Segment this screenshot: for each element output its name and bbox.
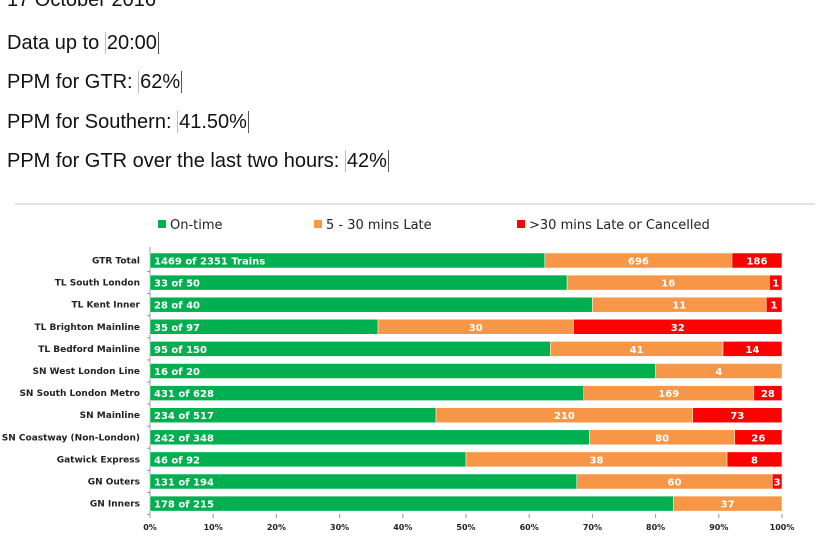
x-tick-label: 50% bbox=[456, 523, 475, 532]
data-up-to: Data up to 20:00 bbox=[7, 31, 159, 55]
category-label: GN Outers bbox=[88, 478, 140, 488]
report-date: 17 October 2016 bbox=[7, 0, 156, 11]
category-label: TL South London bbox=[55, 279, 140, 289]
data-label: 95 of 150 bbox=[154, 345, 207, 356]
bar-segment bbox=[149, 341, 551, 357]
bar-segment bbox=[573, 319, 783, 335]
data-label: 37 bbox=[721, 500, 735, 511]
data-label: 11 bbox=[672, 301, 686, 312]
data-label: 60 bbox=[668, 478, 682, 489]
bar-segment bbox=[769, 274, 783, 291]
bar-segment bbox=[655, 363, 783, 379]
bar-segment bbox=[149, 429, 590, 446]
data-label: 73 bbox=[730, 411, 744, 422]
data-label: 28 of 40 bbox=[154, 301, 200, 312]
ppm-gtr-label: PPM for GTR: bbox=[7, 71, 139, 93]
data-label: 30 bbox=[469, 323, 483, 334]
data-label: 131 of 194 bbox=[154, 478, 214, 489]
data-label: 178 of 215 bbox=[154, 500, 214, 511]
x-tick-label: 90% bbox=[709, 523, 728, 532]
data-label: 431 of 628 bbox=[154, 389, 214, 400]
category-label: GN Inners bbox=[90, 500, 140, 510]
bar-segment bbox=[731, 252, 783, 269]
ppm-southern-value: 41.50% bbox=[177, 111, 249, 133]
data-label: 33 of 50 bbox=[154, 279, 200, 290]
data-label: 16 bbox=[661, 279, 675, 290]
category-label: TL Bedford Mainline bbox=[38, 345, 140, 355]
ppm-gtr: PPM for GTR: 62% bbox=[7, 70, 183, 94]
data-label: 1469 of 2351 Trains bbox=[154, 257, 265, 268]
x-tick-label: 80% bbox=[646, 523, 665, 532]
bar-segment bbox=[734, 429, 783, 446]
data-label: 696 bbox=[628, 257, 649, 268]
x-tick-label: 30% bbox=[330, 523, 349, 532]
bar-segment bbox=[672, 495, 783, 512]
x-tick-label: 0% bbox=[143, 523, 157, 532]
bar-segment bbox=[149, 495, 674, 512]
data-label: 14 bbox=[746, 345, 760, 356]
ppm-southern-label: PPM for Southern: bbox=[7, 111, 178, 133]
category-label: SN South London Metro bbox=[19, 389, 140, 399]
data-label: 234 of 517 bbox=[154, 411, 214, 422]
bar-segment bbox=[149, 296, 593, 313]
x-tick-label: 70% bbox=[583, 523, 602, 532]
category-label: TL Brighton Mainline bbox=[35, 323, 140, 333]
category-label: GTR Total bbox=[92, 257, 140, 267]
ppm-southern: PPM for Southern: 41.50% bbox=[7, 110, 249, 134]
category-label: TL Kent Inner bbox=[72, 301, 141, 311]
category-label: SN Coastway (Non-London) bbox=[2, 433, 140, 443]
data-label: 210 bbox=[554, 411, 575, 422]
data-label: 1 bbox=[771, 301, 778, 312]
category-label: SN West London Line bbox=[33, 367, 140, 377]
data-label: 8 bbox=[751, 455, 758, 466]
data-label: 3 bbox=[774, 478, 781, 489]
x-tick-label: 100% bbox=[770, 523, 795, 532]
ppm-gtr-value: 62% bbox=[138, 71, 183, 93]
bar-segment bbox=[149, 274, 568, 291]
x-tick-label: 10% bbox=[204, 523, 223, 532]
data-label: 41 bbox=[630, 345, 644, 356]
x-tick-label: 20% bbox=[267, 523, 286, 532]
data-label: 242 of 348 bbox=[154, 433, 214, 444]
data-up-to-value: 20:00 bbox=[104, 32, 159, 54]
category-label: Gatwick Express bbox=[57, 455, 140, 465]
category-label: SN Mainline bbox=[80, 411, 140, 421]
bar-segment bbox=[149, 385, 584, 401]
x-tick-label: 60% bbox=[520, 523, 539, 532]
legend-swatch bbox=[517, 220, 525, 228]
data-label: 169 bbox=[658, 389, 679, 400]
x-tick-label: 40% bbox=[393, 523, 412, 532]
data-label: 35 of 97 bbox=[154, 323, 200, 334]
legend-swatch bbox=[158, 220, 166, 228]
data-label: 38 bbox=[590, 455, 604, 466]
bar-segment bbox=[722, 341, 783, 357]
bar-segment bbox=[149, 363, 656, 379]
ppm-two-hours: PPM for GTR over the last two hours: 42% bbox=[7, 149, 389, 173]
data-label: 26 bbox=[751, 433, 765, 444]
data-up-to-label: Data up to bbox=[7, 32, 105, 54]
data-label: 32 bbox=[671, 323, 685, 334]
legend-swatch bbox=[314, 220, 322, 228]
data-label: 46 of 92 bbox=[154, 455, 200, 466]
legend-label: On-time bbox=[170, 218, 223, 233]
data-label: 4 bbox=[715, 367, 722, 378]
data-label: 16 of 20 bbox=[154, 367, 200, 378]
legend-label: 5 - 30 mins Late bbox=[326, 218, 432, 233]
data-label: 1 bbox=[772, 279, 779, 290]
data-label: 186 bbox=[747, 257, 768, 268]
bar-segment bbox=[765, 296, 783, 313]
divider bbox=[15, 203, 815, 205]
data-label: 80 bbox=[655, 433, 669, 444]
ppm-two-hours-value: 42% bbox=[344, 150, 389, 172]
bar-segment bbox=[771, 473, 783, 490]
legend-label: >30 mins Late or Cancelled bbox=[529, 218, 710, 233]
bar-segment bbox=[726, 451, 783, 468]
bar-segment bbox=[149, 473, 578, 490]
bar-segment bbox=[753, 385, 783, 401]
data-label: 28 bbox=[761, 389, 775, 400]
ppm-two-hours-label: PPM for GTR over the last two hours: bbox=[7, 150, 345, 172]
bar-segment bbox=[692, 407, 783, 423]
